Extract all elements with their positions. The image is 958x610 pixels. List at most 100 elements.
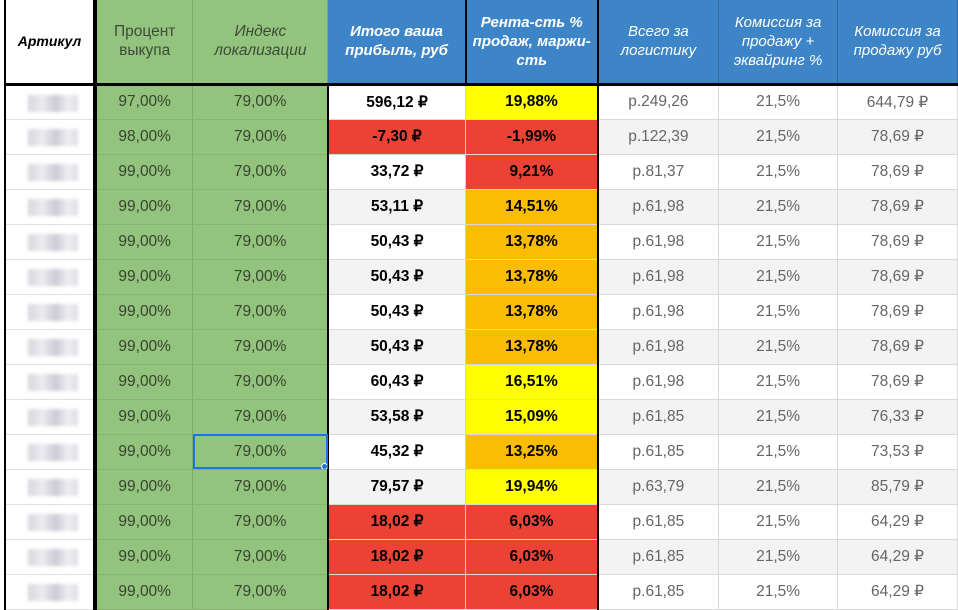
cell-commission-rub[interactable]: 78,69 ₽ [837,224,958,260]
cell-total-profit[interactable]: 50,43 ₽ [327,259,467,295]
cell-localization-index[interactable]: 79,00% [192,329,329,365]
cell-commission-rub[interactable]: 644,79 ₽ [837,84,958,120]
header-logistics-total[interactable]: Всего за логистику [597,0,720,86]
cell-rentability[interactable]: 16,51% [465,364,599,400]
cell-buyout-percent[interactable]: 99,00% [94,154,194,190]
cell-rentability[interactable]: 13,25% [465,434,599,470]
header-commission-percent[interactable]: Комиссия за продажу + эквайринг % [718,0,839,86]
cell-localization-index[interactable]: 79,00% [192,574,329,610]
cell-localization-index[interactable]: 79,00% [192,119,329,155]
cell-logistics-total[interactable]: р.61,98 [597,259,720,295]
cell-total-profit[interactable]: 79,57 ₽ [327,469,467,505]
cell-article[interactable] [4,189,97,225]
cell-buyout-percent[interactable]: 99,00% [94,224,194,260]
cell-localization-index[interactable]: 79,00% [192,189,329,225]
cell-article[interactable] [4,469,97,505]
cell-article[interactable] [4,84,97,120]
header-buyout-percent[interactable]: Процент выкупа [94,0,194,86]
cell-buyout-percent[interactable]: 99,00% [94,539,194,575]
cell-buyout-percent[interactable]: 99,00% [94,189,194,225]
header-localization-index[interactable]: Индекс локализации [192,0,329,86]
cell-rentability[interactable]: 13,78% [465,259,599,295]
cell-logistics-total[interactable]: р.122,39 [597,119,720,155]
cell-buyout-percent[interactable]: 99,00% [94,399,194,435]
cell-rentability[interactable]: 6,03% [465,504,599,540]
cell-buyout-percent[interactable]: 99,00% [94,574,194,610]
cell-logistics-total[interactable]: р.61,98 [597,329,720,365]
cell-commission-percent[interactable]: 21,5% [718,259,839,295]
cell-rentability[interactable]: 13,78% [465,329,599,365]
selection-fill-handle[interactable] [320,462,326,468]
cell-commission-rub[interactable]: 78,69 ₽ [837,294,958,330]
cell-logistics-total[interactable]: р.61,85 [597,434,720,470]
cell-logistics-total[interactable]: р.63,79 [597,469,720,505]
cell-localization-index[interactable]: 79,00% [192,434,329,470]
cell-total-profit[interactable]: 18,02 ₽ [327,574,467,610]
cell-logistics-total[interactable]: р.61,98 [597,189,720,225]
cell-localization-index[interactable]: 79,00% [192,259,329,295]
cell-commission-percent[interactable]: 21,5% [718,329,839,365]
cell-commission-rub[interactable]: 78,69 ₽ [837,259,958,295]
cell-commission-percent[interactable]: 21,5% [718,364,839,400]
cell-article[interactable] [4,154,97,190]
header-rentability[interactable]: Рента-сть % продаж, маржи-сть [465,0,599,86]
cell-article[interactable] [4,504,97,540]
cell-rentability[interactable]: 13,78% [465,294,599,330]
cell-localization-index[interactable]: 79,00% [192,504,329,540]
cell-rentability[interactable]: 9,21% [465,154,599,190]
cell-logistics-total[interactable]: р.61,98 [597,224,720,260]
cell-commission-percent[interactable]: 21,5% [718,574,839,610]
cell-total-profit[interactable]: 53,58 ₽ [327,399,467,435]
cell-commission-percent[interactable]: 21,5% [718,434,839,470]
header-commission-rub[interactable]: Комиссия за продажу руб [837,0,958,86]
cell-article[interactable] [4,434,97,470]
cell-commission-percent[interactable]: 21,5% [718,154,839,190]
cell-commission-rub[interactable]: 78,69 ₽ [837,329,958,365]
cell-commission-percent[interactable]: 21,5% [718,294,839,330]
cell-article[interactable] [4,574,97,610]
cell-rentability[interactable]: 13,78% [465,224,599,260]
cell-commission-rub[interactable]: 64,29 ₽ [837,574,958,610]
cell-logistics-total[interactable]: р.61,98 [597,364,720,400]
cell-total-profit[interactable]: 50,43 ₽ [327,294,467,330]
cell-commission-rub[interactable]: 64,29 ₽ [837,504,958,540]
cell-rentability[interactable]: -1,99% [465,119,599,155]
cell-rentability[interactable]: 6,03% [465,574,599,610]
cell-commission-rub[interactable]: 78,69 ₽ [837,154,958,190]
cell-localization-index[interactable]: 79,00% [192,84,329,120]
cell-commission-rub[interactable]: 78,69 ₽ [837,189,958,225]
cell-commission-percent[interactable]: 21,5% [718,399,839,435]
cell-article[interactable] [4,329,97,365]
cell-buyout-percent[interactable]: 99,00% [94,504,194,540]
cell-buyout-percent[interactable]: 99,00% [94,469,194,505]
cell-total-profit[interactable]: 50,43 ₽ [327,329,467,365]
cell-logistics-total[interactable]: р.61,98 [597,294,720,330]
cell-article[interactable] [4,119,97,155]
cell-buyout-percent[interactable]: 97,00% [94,84,194,120]
cell-total-profit[interactable]: 53,11 ₽ [327,189,467,225]
cell-commission-percent[interactable]: 21,5% [718,189,839,225]
cell-buyout-percent[interactable]: 99,00% [94,329,194,365]
cell-localization-index[interactable]: 79,00% [192,399,329,435]
cell-localization-index[interactable]: 79,00% [192,539,329,575]
cell-total-profit[interactable]: 18,02 ₽ [327,539,467,575]
cell-buyout-percent[interactable]: 99,00% [94,294,194,330]
cell-commission-percent[interactable]: 21,5% [718,469,839,505]
cell-total-profit[interactable]: 60,43 ₽ [327,364,467,400]
cell-logistics-total[interactable]: р.249,26 [597,84,720,120]
cell-article[interactable] [4,224,97,260]
cell-rentability[interactable]: 6,03% [465,539,599,575]
cell-total-profit[interactable]: 45,32 ₽ [327,434,467,470]
cell-commission-rub[interactable]: 64,29 ₽ [837,539,958,575]
cell-article[interactable] [4,259,97,295]
cell-commission-percent[interactable]: 21,5% [718,84,839,120]
cell-commission-percent[interactable]: 21,5% [718,504,839,540]
cell-total-profit[interactable]: 18,02 ₽ [327,504,467,540]
cell-total-profit[interactable]: 50,43 ₽ [327,224,467,260]
cell-logistics-total[interactable]: р.81,37 [597,154,720,190]
cell-logistics-total[interactable]: р.61,85 [597,399,720,435]
header-total-profit[interactable]: Итого ваша прибыль, руб [327,0,467,86]
cell-commission-rub[interactable]: 85,79 ₽ [837,469,958,505]
cell-logistics-total[interactable]: р.61,85 [597,504,720,540]
cell-total-profit[interactable]: 596,12 ₽ [327,84,467,120]
